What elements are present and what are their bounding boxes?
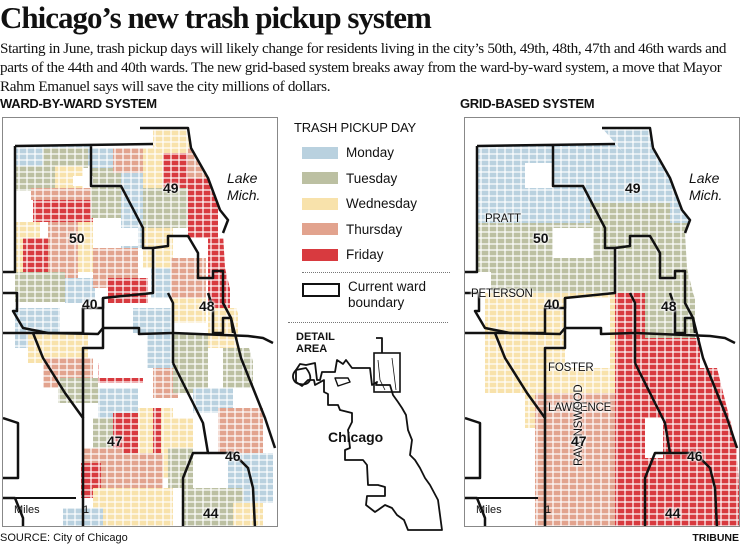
ward-by-ward-heading: WARD-BY-WARD SYSTEM <box>0 96 157 111</box>
locator-divider <box>288 322 448 323</box>
ward-50-label: 50 <box>533 230 549 246</box>
ward-by-ward-map-graphic <box>3 126 277 526</box>
street-lawrence-label: LAWRENCE <box>548 402 612 414</box>
chicago-outline-graphic <box>292 337 443 531</box>
legend-item-monday: Monday <box>302 140 458 166</box>
chicago-label: Chicago <box>328 429 384 445</box>
ward-by-ward-map: 50 49 40 48 47 46 44 Lake Mich. Miles 1 <box>2 117 278 527</box>
wednesday-swatch <box>302 197 338 210</box>
ward-44-label: 44 <box>203 505 219 521</box>
street-peterson-label: PETERSON <box>471 288 533 300</box>
ward-44-label: 44 <box>665 505 681 521</box>
scale-label: Miles <box>14 504 40 516</box>
ward-47-label: 47 <box>571 433 587 449</box>
street-foster-label: FOSTER <box>548 362 594 374</box>
lake-label: Lake Mich. <box>689 170 723 203</box>
monday-swatch <box>302 146 338 159</box>
thursday-swatch <box>302 223 338 236</box>
legend-item-wednesday: Wednesday <box>302 191 458 217</box>
ward-40-label: 40 <box>544 296 560 312</box>
scale-label: Miles <box>476 504 502 516</box>
legend-item-ward-boundary: Current ward boundary <box>302 279 458 311</box>
scale-value: 1 <box>83 504 90 516</box>
lake-label: Lake Mich. <box>227 170 261 203</box>
grid-based-map-graphic <box>465 126 739 526</box>
ward-49-label: 49 <box>625 180 641 196</box>
street-pratt-label: PRATT <box>485 213 521 225</box>
ward-48-label: 48 <box>199 298 215 314</box>
tuesday-swatch <box>302 172 338 185</box>
scale-value: 1 <box>545 504 552 516</box>
credit: TRIBUNE <box>692 532 739 544</box>
grid-based-map: PRATT PETERSON FOSTER LAWRENCE RAVENSWOO… <box>464 117 740 527</box>
legend-item-tuesday: Tuesday <box>302 166 458 192</box>
legend-title: TRASH PICKUP DAY <box>294 120 417 135</box>
detail-area-label: DETAIL AREA <box>296 331 335 355</box>
page-title: Chicago’s new trash pickup system <box>0 0 432 35</box>
source-note: SOURCE: City of Chicago <box>0 532 128 544</box>
legend-divider <box>302 271 450 273</box>
ward-boundary-swatch <box>302 282 340 297</box>
legend-item-thursday: Thursday <box>302 217 458 243</box>
ward-50-label: 50 <box>69 230 85 246</box>
ward-46-label: 46 <box>687 448 703 464</box>
ward-48-label: 48 <box>661 298 677 314</box>
grid-based-heading: GRID-BASED SYSTEM <box>460 96 595 111</box>
ward-47-label: 47 <box>107 433 123 449</box>
intro-text: Starting in June, trash pickup days will… <box>0 40 727 95</box>
legend: TRASH PICKUP DAY Monday Tuesday Wednesda… <box>288 120 458 311</box>
ward-49-label: 49 <box>163 180 179 196</box>
ward-46-label: 46 <box>225 448 241 464</box>
friday-swatch <box>302 248 338 261</box>
street-ravenswood-label: RAVENSWOOD <box>573 384 585 467</box>
ward-40-label: 40 <box>82 296 98 312</box>
legend-item-friday: Friday <box>302 242 458 268</box>
